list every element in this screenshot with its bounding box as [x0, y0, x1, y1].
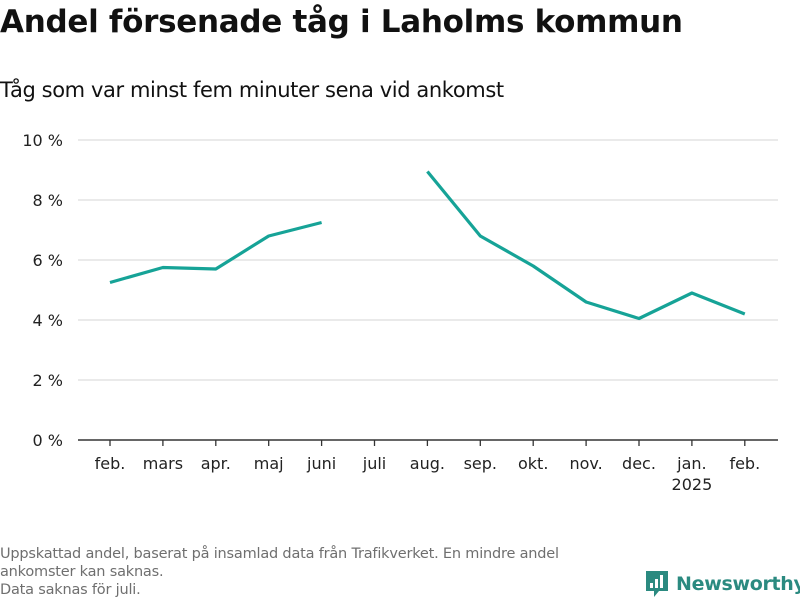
- chart-subtitle: Tåg som var minst fem minuter sena vid a…: [0, 78, 504, 102]
- chart-title: Andel försenade tåg i Laholms kommun: [0, 4, 683, 40]
- brand-name: Newsworthy: [676, 573, 800, 595]
- footnote-line-missing: ankomster kan saknas.: [0, 564, 164, 580]
- x-tick-label: maj: [254, 454, 284, 473]
- x-tick-label: feb.: [95, 454, 126, 473]
- x-year-label: 2025: [672, 475, 713, 494]
- x-tick-label: sep.: [464, 454, 497, 473]
- x-tick-label: nov.: [569, 454, 602, 473]
- x-tick-label: juni: [306, 454, 336, 473]
- series-line-segment: [109, 220, 322, 285]
- x-tick-label: mars: [143, 454, 183, 473]
- x-tick-label: okt.: [518, 454, 548, 473]
- y-tick-label: 6 %: [33, 251, 63, 270]
- series-line-segment: [426, 170, 746, 321]
- brand-logo: Newsworthy: [644, 569, 800, 599]
- footnote-line-july: Data saknas för juli.: [0, 582, 141, 598]
- x-tick-label: aug.: [410, 454, 445, 473]
- y-tick-label: 2 %: [33, 371, 63, 390]
- y-tick-label: 10 %: [22, 131, 63, 150]
- y-tick-label: 0 %: [33, 431, 63, 450]
- x-tick-label: apr.: [201, 454, 231, 473]
- newsworthy-logo-icon: [646, 571, 668, 597]
- y-tick-label: 8 %: [33, 191, 63, 210]
- footnote: Uppskattad andel, baserat på insamlad da…: [0, 545, 640, 599]
- x-tick-label: jan.: [676, 454, 706, 473]
- x-tick-label: feb.: [729, 454, 760, 473]
- footnote-line-source: Uppskattad andel, baserat på insamlad da…: [0, 546, 559, 562]
- x-tick-label: juli: [362, 454, 386, 473]
- y-tick-label: 4 %: [33, 311, 63, 330]
- x-tick-label: dec.: [622, 454, 656, 473]
